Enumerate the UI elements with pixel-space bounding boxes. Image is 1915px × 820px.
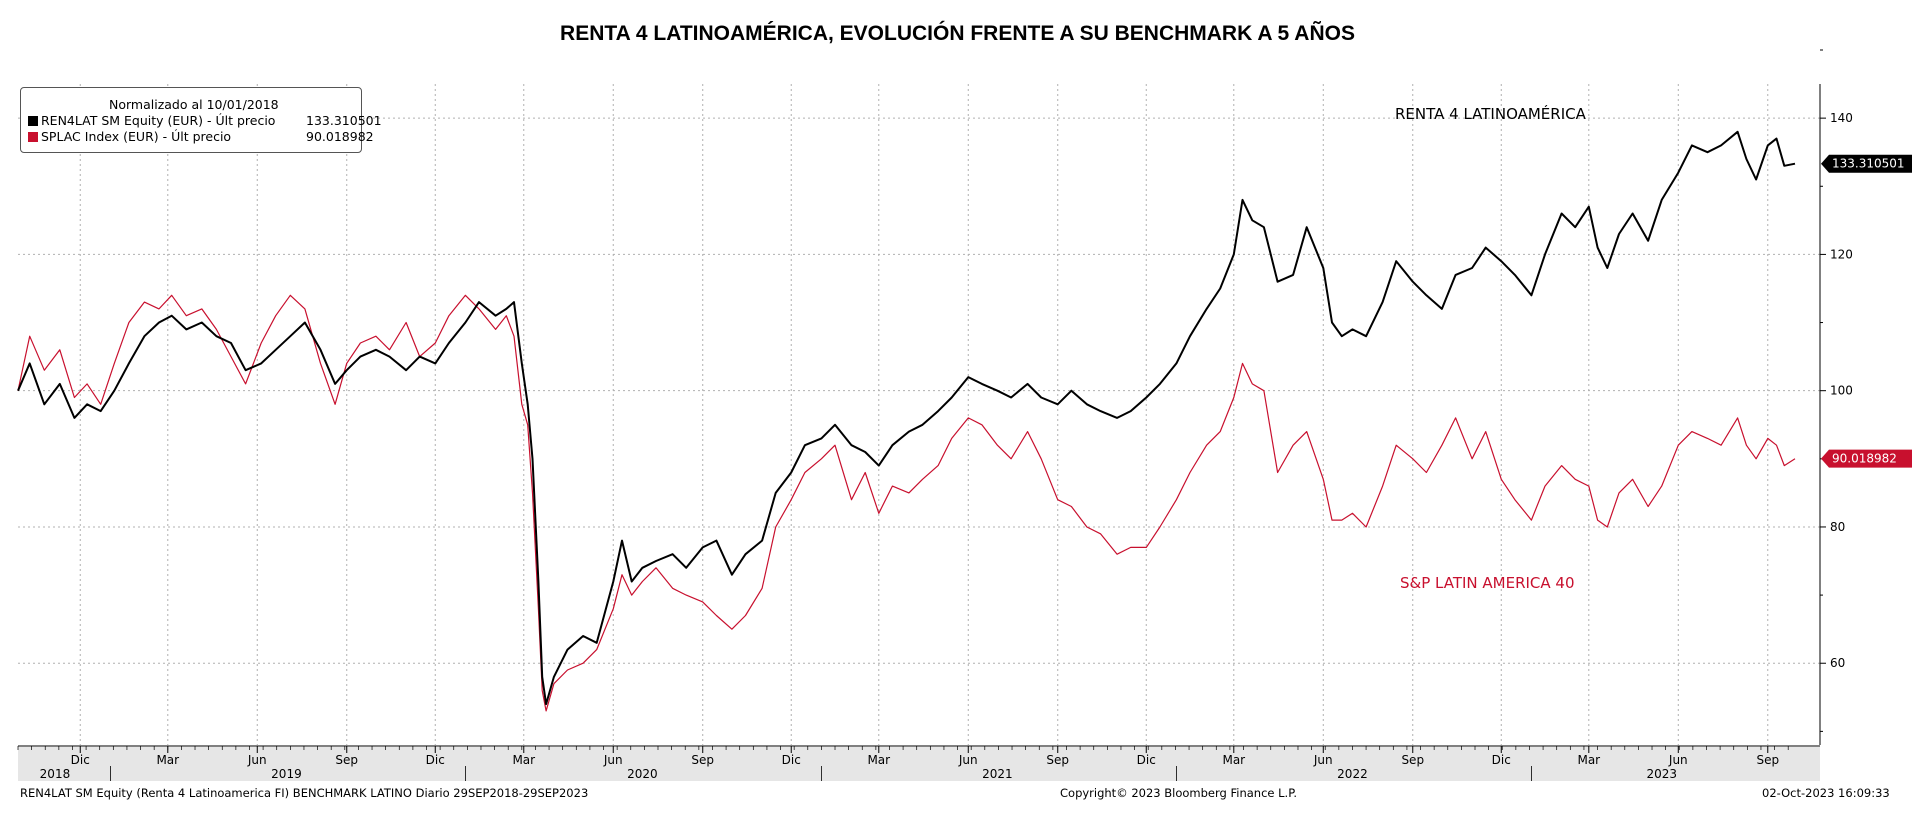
legend-header: Normalizado al 10/01/2018: [109, 97, 279, 112]
x-year-label: 2020: [627, 767, 658, 781]
annotation-renta4: RENTA 4 LATINOAMÉRICA: [1395, 104, 1587, 123]
x-month-label: Jun: [1668, 753, 1688, 767]
x-month-label: Sep: [1401, 753, 1424, 767]
legend-swatch-black: [28, 116, 38, 126]
footer-description: REN4LAT SM Equity (Renta 4 Latinoamerica…: [20, 786, 589, 800]
last-value-tag-ren4lat: 133.310501: [1832, 157, 1905, 171]
series-lines: [17, 130, 1796, 712]
y-tick-label: 120: [1830, 247, 1853, 261]
x-month-label: Sep: [1046, 753, 1069, 767]
last-value-tag-splac-shape: [1821, 449, 1912, 468]
x-year-label: 2018: [40, 767, 71, 781]
legend-label: REN4LAT SM Equity (EUR) - Últ precio: [41, 113, 276, 128]
legend-swatch-red: [28, 132, 38, 142]
x-month-label: Sep: [335, 753, 358, 767]
x-year-label: 2019: [271, 767, 302, 781]
y-tick-label: 80: [1830, 520, 1845, 534]
x-month-label: Dic: [1137, 753, 1156, 767]
x-month-label: Mar: [156, 753, 179, 767]
y-tick-label: 140: [1830, 111, 1853, 125]
last-value-tags: 133.310501 90.018982: [1821, 154, 1912, 468]
legend-value: 90.018982: [306, 129, 374, 144]
legend-entry-ren4lat: REN4LAT SM Equity (EUR) - Últ precio 133…: [28, 113, 382, 128]
x-axis-band: [18, 747, 1820, 781]
legend-label: SPLAC Index (EUR) - Últ precio: [41, 129, 232, 144]
last-value-tag-ren4lat-shape: [1821, 154, 1912, 173]
axes: 60 80 100 120 140 Dic Mar Jun Sep Dic Mar Jun Sep Dic…: [17, 49, 1853, 781]
legend: Normalizado al 10/01/2018 REN4LAT SM Equ…: [20, 87, 382, 153]
x-year-label: 2021: [982, 767, 1013, 781]
x-month-label: Mar: [1222, 753, 1245, 767]
annotation-splac: S&P LATIN AMERICA 40: [1400, 574, 1575, 592]
x-month-label: Jun: [603, 753, 623, 767]
x-month-label: Jun: [958, 753, 978, 767]
footer-copyright: Copyright© 2023 Bloomberg Finance L.P.: [1060, 786, 1297, 800]
x-month-label: Dic: [782, 753, 801, 767]
x-year-label: 2022: [1337, 767, 1368, 781]
series-line-splac: [17, 294, 1796, 712]
last-value-tag-splac: 90.018982: [1832, 452, 1897, 466]
grid-lines: [18, 84, 1820, 745]
x-month-label: Dic: [1492, 753, 1511, 767]
footer-timestamp: 02-Oct-2023 16:09:33: [1762, 786, 1890, 800]
x-month-label: Jun: [247, 753, 267, 767]
x-month-label: Jun: [1313, 753, 1333, 767]
y-tick-label: 100: [1830, 384, 1853, 398]
chart-title: RENTA 4 LATINOAMÉRICA, EVOLUCIÓN FRENTE …: [560, 22, 1355, 45]
x-month-label: Mar: [512, 753, 535, 767]
x-month-label: Dic: [71, 753, 90, 767]
series-line-ren4lat: [17, 130, 1796, 706]
x-month-label: Mar: [1577, 753, 1600, 767]
x-month-label: Sep: [691, 753, 714, 767]
series-annotations: RENTA 4 LATINOAMÉRICA S&P LATIN AMERICA 4…: [1395, 104, 1587, 592]
x-year-label: 2023: [1646, 767, 1677, 781]
legend-value: 133.310501: [306, 113, 382, 128]
x-month-label: Dic: [426, 753, 445, 767]
legend-entry-splac: SPLAC Index (EUR) - Últ precio 90.018982: [28, 129, 374, 144]
x-month-label: Mar: [867, 753, 890, 767]
y-tick-label: 60: [1830, 656, 1845, 670]
x-month-label: Sep: [1756, 753, 1779, 767]
